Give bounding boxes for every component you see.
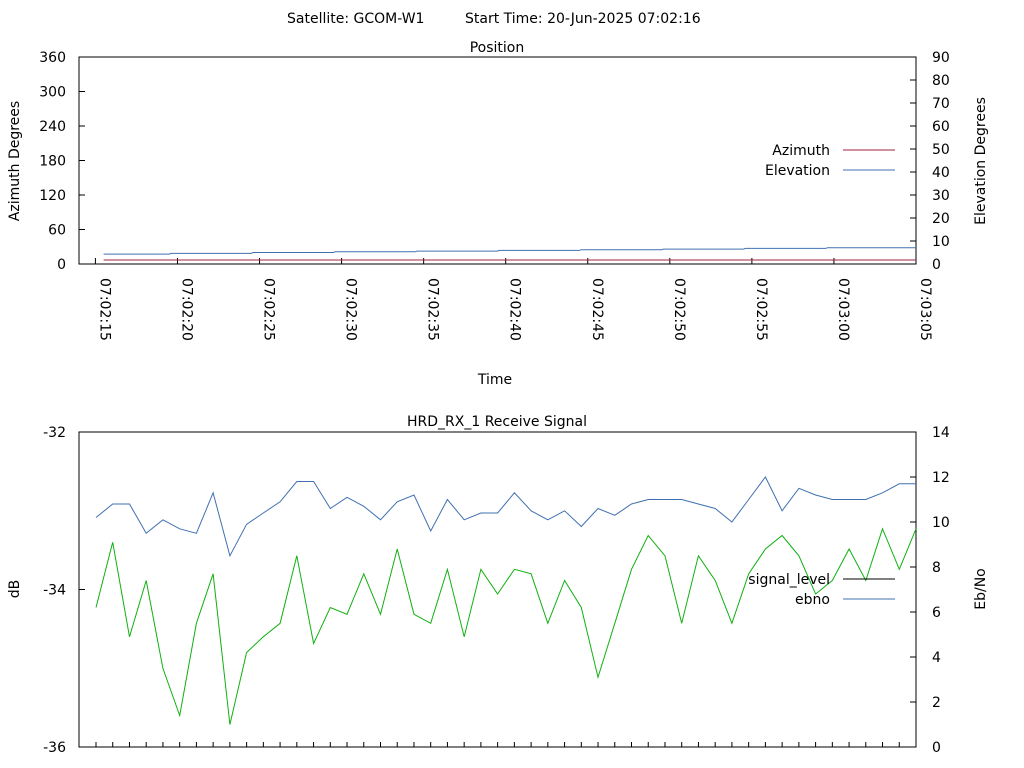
ebno-tick-label: 0	[932, 740, 941, 756]
position-series	[103, 247, 916, 261]
receive-signal-chart: HRD_RX_1 Receive Signal dB Eb/No -36-34-…	[7, 414, 989, 756]
time-tick-label: 07:02:20	[178, 278, 194, 341]
db-tick-label: -34	[43, 583, 66, 599]
time-axis-label: Time	[477, 372, 512, 388]
time-tick-label: 07:03:05	[917, 278, 933, 341]
elevation-tick-label: 60	[932, 119, 950, 135]
sample-ticks	[95, 742, 917, 747]
ebno-tick-label: 2	[932, 695, 941, 711]
db-tick-label: -36	[43, 740, 66, 756]
time-tick-label: 07:02:55	[753, 278, 769, 341]
elevation-tick-label: 0	[932, 257, 941, 273]
azimuth-tick-label: 0	[57, 257, 66, 273]
azimuth-tick-label: 300	[39, 85, 66, 101]
elevation-tick-label: 30	[932, 188, 950, 204]
time-tick-label: 07:02:45	[589, 278, 605, 341]
elevation-tick-label: 50	[932, 142, 950, 158]
ebno-tick-label: 14	[932, 425, 950, 441]
position-legend: Azimuth Elevation	[765, 143, 895, 179]
receive-signal-chart-title: HRD_RX_1 Receive Signal	[407, 414, 587, 430]
elevation-ticks: 0 10 20 30 40 50 60 70 80 90	[910, 50, 950, 273]
receive-signal-series	[95, 476, 917, 725]
elevation-tick-label: 40	[932, 165, 950, 181]
ebno-axis-label: Eb/No	[973, 568, 989, 610]
time-tick-label: 07:02:50	[671, 278, 687, 341]
ebno-legend-label: ebno	[795, 592, 830, 608]
ebno-tick-label: 12	[932, 470, 950, 486]
position-chart-title: Position	[470, 40, 525, 56]
satellite-label: Satellite: GCOM-W1	[287, 11, 424, 27]
ebno-tick-label: 6	[932, 605, 941, 621]
ebno-tick-label: 4	[932, 650, 941, 666]
signal-level-legend-label: signal_level	[748, 572, 830, 588]
time-tick-label: 07:02:30	[343, 278, 359, 341]
azimuth-tick-label: 180	[39, 154, 66, 170]
azimuth-tick-label: 360	[39, 50, 66, 66]
time-tick-label: 07:02:35	[425, 278, 441, 341]
ebno-ticks: 0 2 4 6 8 10 12 14	[910, 425, 950, 756]
azimuth-legend-label: Azimuth	[772, 143, 830, 159]
start-time-label: Start Time: 20-Jun-2025 07:02:16	[465, 11, 701, 27]
time-tick-label: 07:03:00	[835, 278, 851, 341]
azimuth-axis-label: Azimuth Degrees	[7, 101, 23, 221]
time-ticks: 07:02:15 07:02:20 07:02:25 07:02:30 07:02:35…	[94, 258, 933, 341]
elevation-tick-label: 20	[932, 211, 950, 227]
elevation-tick-label: 10	[932, 234, 950, 250]
position-chart: Position Azimuth Degrees Elevation Degre…	[7, 40, 989, 388]
time-tick-label: 07:02:40	[507, 278, 523, 341]
elevation-legend-label: Elevation	[765, 163, 830, 179]
blue-series-line	[95, 476, 916, 558]
elevation-series-line	[103, 247, 916, 255]
elevation-tick-label: 70	[932, 96, 950, 112]
db-axis-label: dB	[7, 580, 23, 599]
time-tick-label: 07:02:15	[96, 278, 112, 341]
azimuth-ticks: 0 60 120 180 240 300 360	[39, 50, 85, 273]
db-tick-label: -32	[43, 425, 66, 441]
ebno-tick-label: 10	[932, 515, 950, 531]
elevation-tick-label: 90	[932, 50, 950, 66]
azimuth-tick-label: 240	[39, 119, 66, 135]
azimuth-tick-label: 120	[39, 188, 66, 204]
elevation-tick-label: 80	[932, 73, 950, 89]
green-series-line	[95, 527, 917, 725]
elevation-axis-label: Elevation Degrees	[973, 97, 989, 225]
position-plot-area	[78, 56, 917, 265]
ebno-tick-label: 8	[932, 560, 941, 576]
receive-signal-plot-area	[78, 431, 917, 748]
azimuth-tick-label: 60	[48, 223, 66, 239]
db-ticks: -36 -34 -32	[43, 425, 85, 756]
time-tick-label: 07:02:25	[261, 278, 277, 341]
